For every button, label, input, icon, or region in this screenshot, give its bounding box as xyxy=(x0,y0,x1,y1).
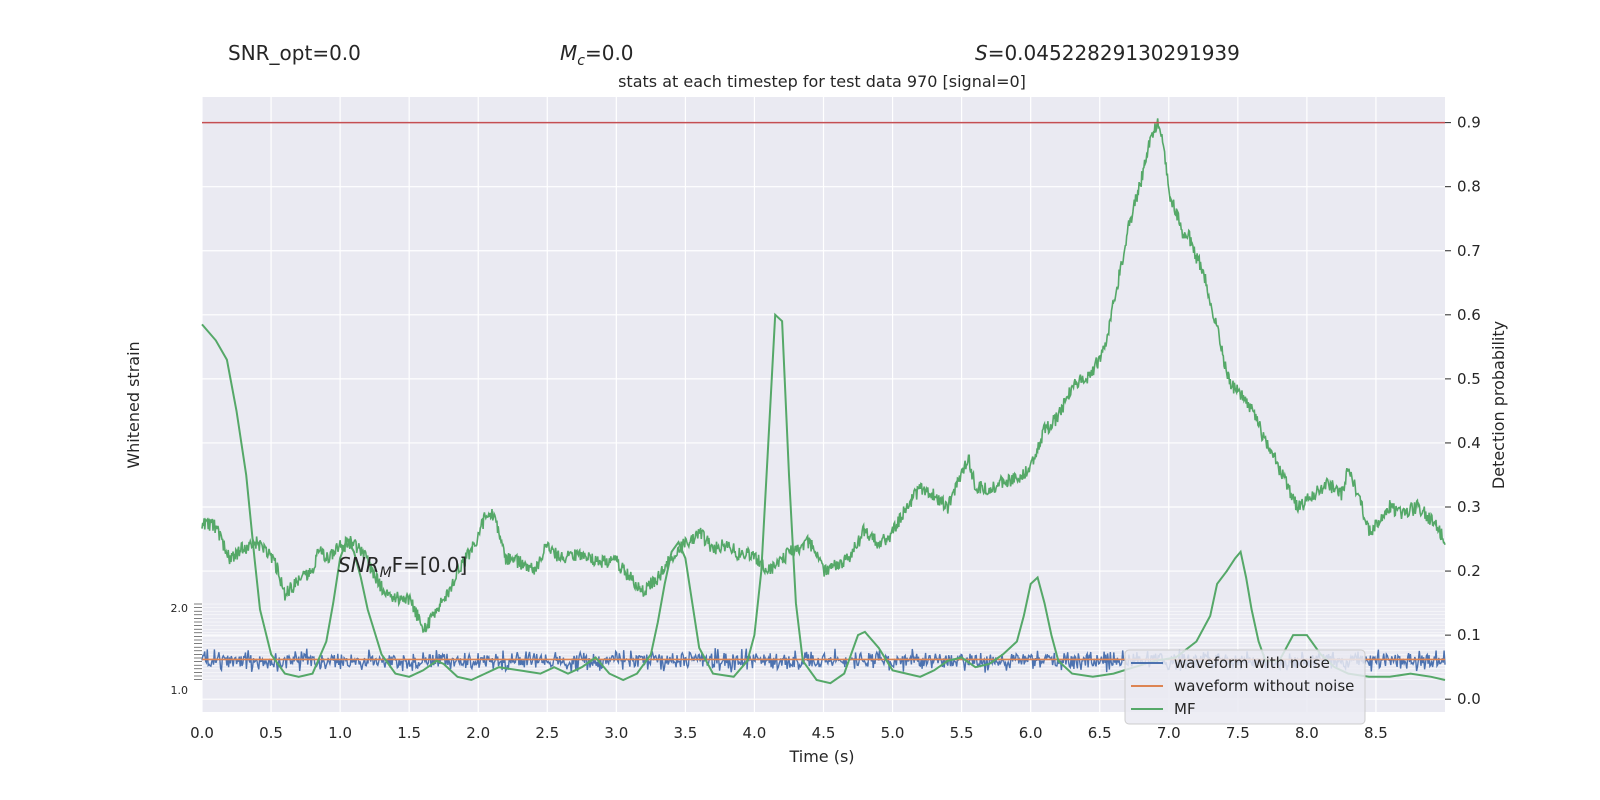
x-tick-label: 4.5 xyxy=(812,724,836,742)
y-tick-label: 0.2 xyxy=(1457,562,1481,580)
x-tick-label: 4.0 xyxy=(743,724,767,742)
x-tick-label: 6.5 xyxy=(1088,724,1112,742)
x-tick-label: 7.5 xyxy=(1226,724,1250,742)
x-tick-label: 3.0 xyxy=(604,724,628,742)
chart-title: stats at each timestep for test data 970… xyxy=(618,72,1026,91)
right-y-axis-label: Detection probability xyxy=(1489,321,1508,489)
left-y-axis-label: Whitened strain xyxy=(124,341,143,468)
left-axis-ticks: 2.0 1.0 xyxy=(171,602,202,697)
mf-probability-trace xyxy=(201,118,1446,633)
x-tick-label: 8.0 xyxy=(1295,724,1319,742)
x-tick-label: 1.0 xyxy=(328,724,352,742)
x-tick-label: 5.5 xyxy=(950,724,974,742)
snr-mf-annotation: SNRMF=[0.0] xyxy=(338,553,467,581)
s-statistic-symbol: S xyxy=(975,41,988,65)
x-tick-label: 0.0 xyxy=(190,724,214,742)
mf-series xyxy=(201,118,1446,685)
mf-smooth-line xyxy=(201,312,1446,685)
legend-label-clean: waveform without noise xyxy=(1174,677,1354,695)
chirp-mass-value: =0.0 xyxy=(585,41,634,65)
left-tick-label-top: 2.0 xyxy=(171,602,189,615)
x-tick-label: 7.0 xyxy=(1157,724,1181,742)
chirp-mass-subscript: c xyxy=(577,53,585,69)
y-tick-label: 0.6 xyxy=(1457,306,1481,324)
x-tick-label: 3.5 xyxy=(673,724,697,742)
y-tick-label: 0.0 xyxy=(1457,690,1481,708)
left-tick-label-bottom: 1.0 xyxy=(171,684,189,697)
x-tick-label: 1.5 xyxy=(397,724,421,742)
y-tick-label: 0.5 xyxy=(1457,370,1481,388)
legend-label-noise: waveform with noise xyxy=(1174,654,1330,672)
snr-mf-rest: F=[0.0] xyxy=(392,553,468,577)
x-axis-label: Time (s) xyxy=(788,747,854,766)
y-tick-label: 0.4 xyxy=(1457,434,1481,452)
x-tick-label: 2.0 xyxy=(466,724,490,742)
chirp-mass-label: Mc=0.0 xyxy=(560,41,634,69)
legend-box xyxy=(1124,649,1366,725)
x-tick-label: 6.0 xyxy=(1019,724,1043,742)
legend-label-mf: MF xyxy=(1174,700,1196,718)
snr-opt-label: SNR_opt=0.0 xyxy=(228,41,361,65)
x-tick-label: 8.5 xyxy=(1364,724,1388,742)
x-tick-label: 5.0 xyxy=(881,724,905,742)
y-tick-label: 0.8 xyxy=(1457,178,1481,196)
s-statistic-label: S=0.04522829130291939 xyxy=(975,41,1240,65)
snr-mf-subscript: M xyxy=(380,565,392,581)
x-tick-label: 0.5 xyxy=(259,724,283,742)
grid-lines xyxy=(201,97,1445,712)
s-statistic-value: =0.04522829130291939 xyxy=(988,41,1240,65)
x-axis-ticks: 0.0 0.5 1.0 1.5 2.0 2.5 3.0 3.5 4.0 4.5 5.0 5.5 6.0 6… xyxy=(190,724,1388,742)
chirp-mass-symbol: M xyxy=(560,41,577,65)
x-tick-label: 2.5 xyxy=(535,724,559,742)
y-tick-label: 0.3 xyxy=(1457,498,1481,516)
y-tick-label: 0.7 xyxy=(1457,242,1481,260)
y-tick-label: 0.1 xyxy=(1457,626,1481,644)
y-tick-label: 0.9 xyxy=(1457,114,1481,132)
snr-mf-base: SNR xyxy=(338,553,380,577)
legend: waveform with noise waveform without noi… xyxy=(1124,649,1366,725)
right-y-axis-ticks: 0.0 0.1 0.2 0.3 0.4 0.5 0.6 0.7 0.8 0.9 xyxy=(1445,114,1481,708)
